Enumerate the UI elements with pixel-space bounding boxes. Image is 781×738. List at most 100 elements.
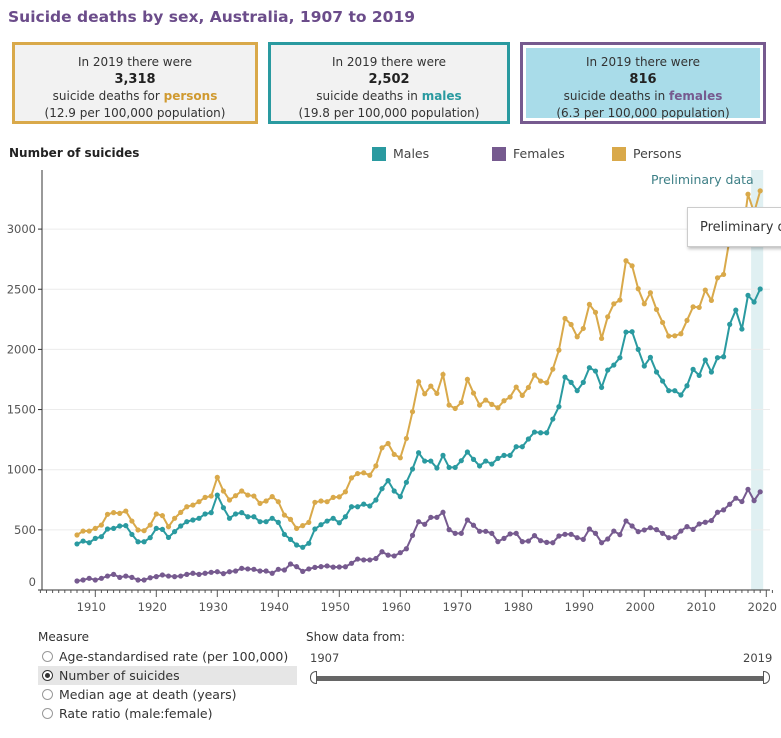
- data-point-males: [489, 461, 495, 467]
- data-point-males: [80, 538, 86, 544]
- data-point-persons: [757, 188, 763, 194]
- data-point-males: [202, 511, 208, 517]
- data-point-males: [580, 379, 586, 385]
- data-point-females: [495, 539, 501, 545]
- data-point-persons: [342, 489, 348, 495]
- radio-button[interactable]: [42, 689, 53, 700]
- data-point-females: [245, 566, 251, 572]
- data-point-males: [470, 456, 477, 462]
- data-point-males: [727, 321, 733, 327]
- data-point-persons: [318, 498, 324, 504]
- data-point-persons: [629, 263, 635, 269]
- data-point-females: [336, 564, 342, 570]
- data-point-females: [635, 529, 641, 535]
- data-point-females: [165, 573, 172, 579]
- data-point-males: [239, 510, 245, 516]
- radio-button[interactable]: [42, 708, 53, 719]
- data-point-females: [159, 572, 165, 578]
- data-point-persons: [403, 435, 409, 442]
- data-point-males: [281, 531, 287, 538]
- data-point-males: [98, 534, 104, 540]
- measure-option[interactable]: Age-standardised rate (per 100,000): [38, 647, 297, 666]
- data-point-males: [733, 307, 739, 313]
- card-desc: suicide deaths in males: [316, 89, 462, 103]
- legend-males[interactable]: Males: [372, 146, 429, 161]
- line-chart: 0 500 1000 1500 2000 2500 3000 1910 1920 1930 1940…: [7, 170, 777, 614]
- slider-start-handle[interactable]: [310, 671, 317, 684]
- radio-button[interactable]: [42, 651, 53, 662]
- data-point-persons: [294, 525, 300, 532]
- data-point-males: [550, 416, 556, 422]
- data-point-females: [653, 527, 660, 533]
- data-point-females: [379, 549, 385, 555]
- data-point-persons: [495, 405, 501, 411]
- data-point-persons: [556, 347, 562, 353]
- data-point-females: [208, 569, 214, 575]
- data-point-persons: [477, 402, 483, 408]
- data-point-persons: [416, 379, 422, 385]
- data-point-females: [452, 530, 458, 536]
- data-point-females: [74, 578, 80, 584]
- data-point-males: [483, 458, 489, 464]
- data-point-persons: [452, 405, 458, 412]
- data-point-females: [269, 570, 275, 576]
- data-point-females: [348, 560, 355, 566]
- slider-end-handle[interactable]: [763, 671, 770, 684]
- data-point-persons: [483, 397, 489, 403]
- data-point-persons: [312, 499, 318, 505]
- data-point-females: [416, 519, 422, 525]
- data-point-males: [586, 365, 593, 371]
- data-point-persons: [190, 502, 196, 508]
- year-range-slider[interactable]: [316, 676, 766, 681]
- data-point-females: [178, 573, 184, 579]
- data-point-males: [525, 436, 532, 442]
- x-tick-label: 1970: [443, 600, 472, 614]
- data-point-males: [153, 525, 159, 532]
- data-point-females: [172, 574, 178, 580]
- data-point-males: [300, 544, 306, 550]
- data-point-females: [513, 530, 519, 536]
- card-rate: (12.9 per 100,000 population): [44, 106, 226, 120]
- data-point-females: [501, 535, 507, 541]
- data-point-males: [428, 458, 434, 464]
- data-point-persons: [379, 445, 385, 451]
- data-point-females: [477, 528, 483, 534]
- data-point-females: [312, 564, 318, 570]
- range-end-value: 2019: [743, 651, 773, 665]
- legend-persons[interactable]: Persons: [612, 146, 682, 161]
- data-point-females: [550, 540, 556, 546]
- data-point-males: [190, 517, 196, 523]
- tooltip: Preliminary data: [687, 207, 781, 247]
- data-point-persons: [324, 499, 330, 505]
- data-point-persons: [672, 333, 678, 339]
- data-point-males: [269, 515, 275, 521]
- legend-females[interactable]: Females: [492, 146, 565, 161]
- measure-option[interactable]: Rate ratio (male:female): [38, 704, 297, 723]
- data-point-females: [684, 524, 690, 530]
- data-point-persons: [373, 463, 379, 469]
- data-point-persons: [660, 319, 666, 326]
- data-point-males: [592, 368, 599, 374]
- data-point-females: [690, 526, 696, 532]
- data-point-males: [611, 362, 617, 368]
- data-point-males: [263, 519, 269, 525]
- data-point-persons: [184, 504, 190, 510]
- data-point-males: [617, 355, 623, 361]
- data-point-females: [86, 575, 92, 581]
- data-point-males: [574, 388, 580, 394]
- measure-option[interactable]: Median age at death (years): [38, 685, 297, 704]
- data-point-females: [519, 539, 525, 545]
- persons-summary-card: In 2019 there were 3,318 suicide deaths …: [12, 42, 258, 124]
- data-point-females: [751, 498, 757, 504]
- radio-button[interactable]: [42, 670, 53, 681]
- data-point-persons: [605, 314, 611, 320]
- measure-option[interactable]: Number of suicides: [38, 666, 297, 685]
- data-point-persons: [159, 513, 165, 519]
- data-point-males: [220, 505, 226, 511]
- data-point-persons: [702, 287, 708, 293]
- data-point-males: [708, 369, 715, 375]
- data-point-persons: [550, 366, 556, 372]
- data-point-persons: [123, 508, 129, 514]
- data-point-persons: [586, 301, 593, 308]
- data-point-males: [751, 299, 757, 305]
